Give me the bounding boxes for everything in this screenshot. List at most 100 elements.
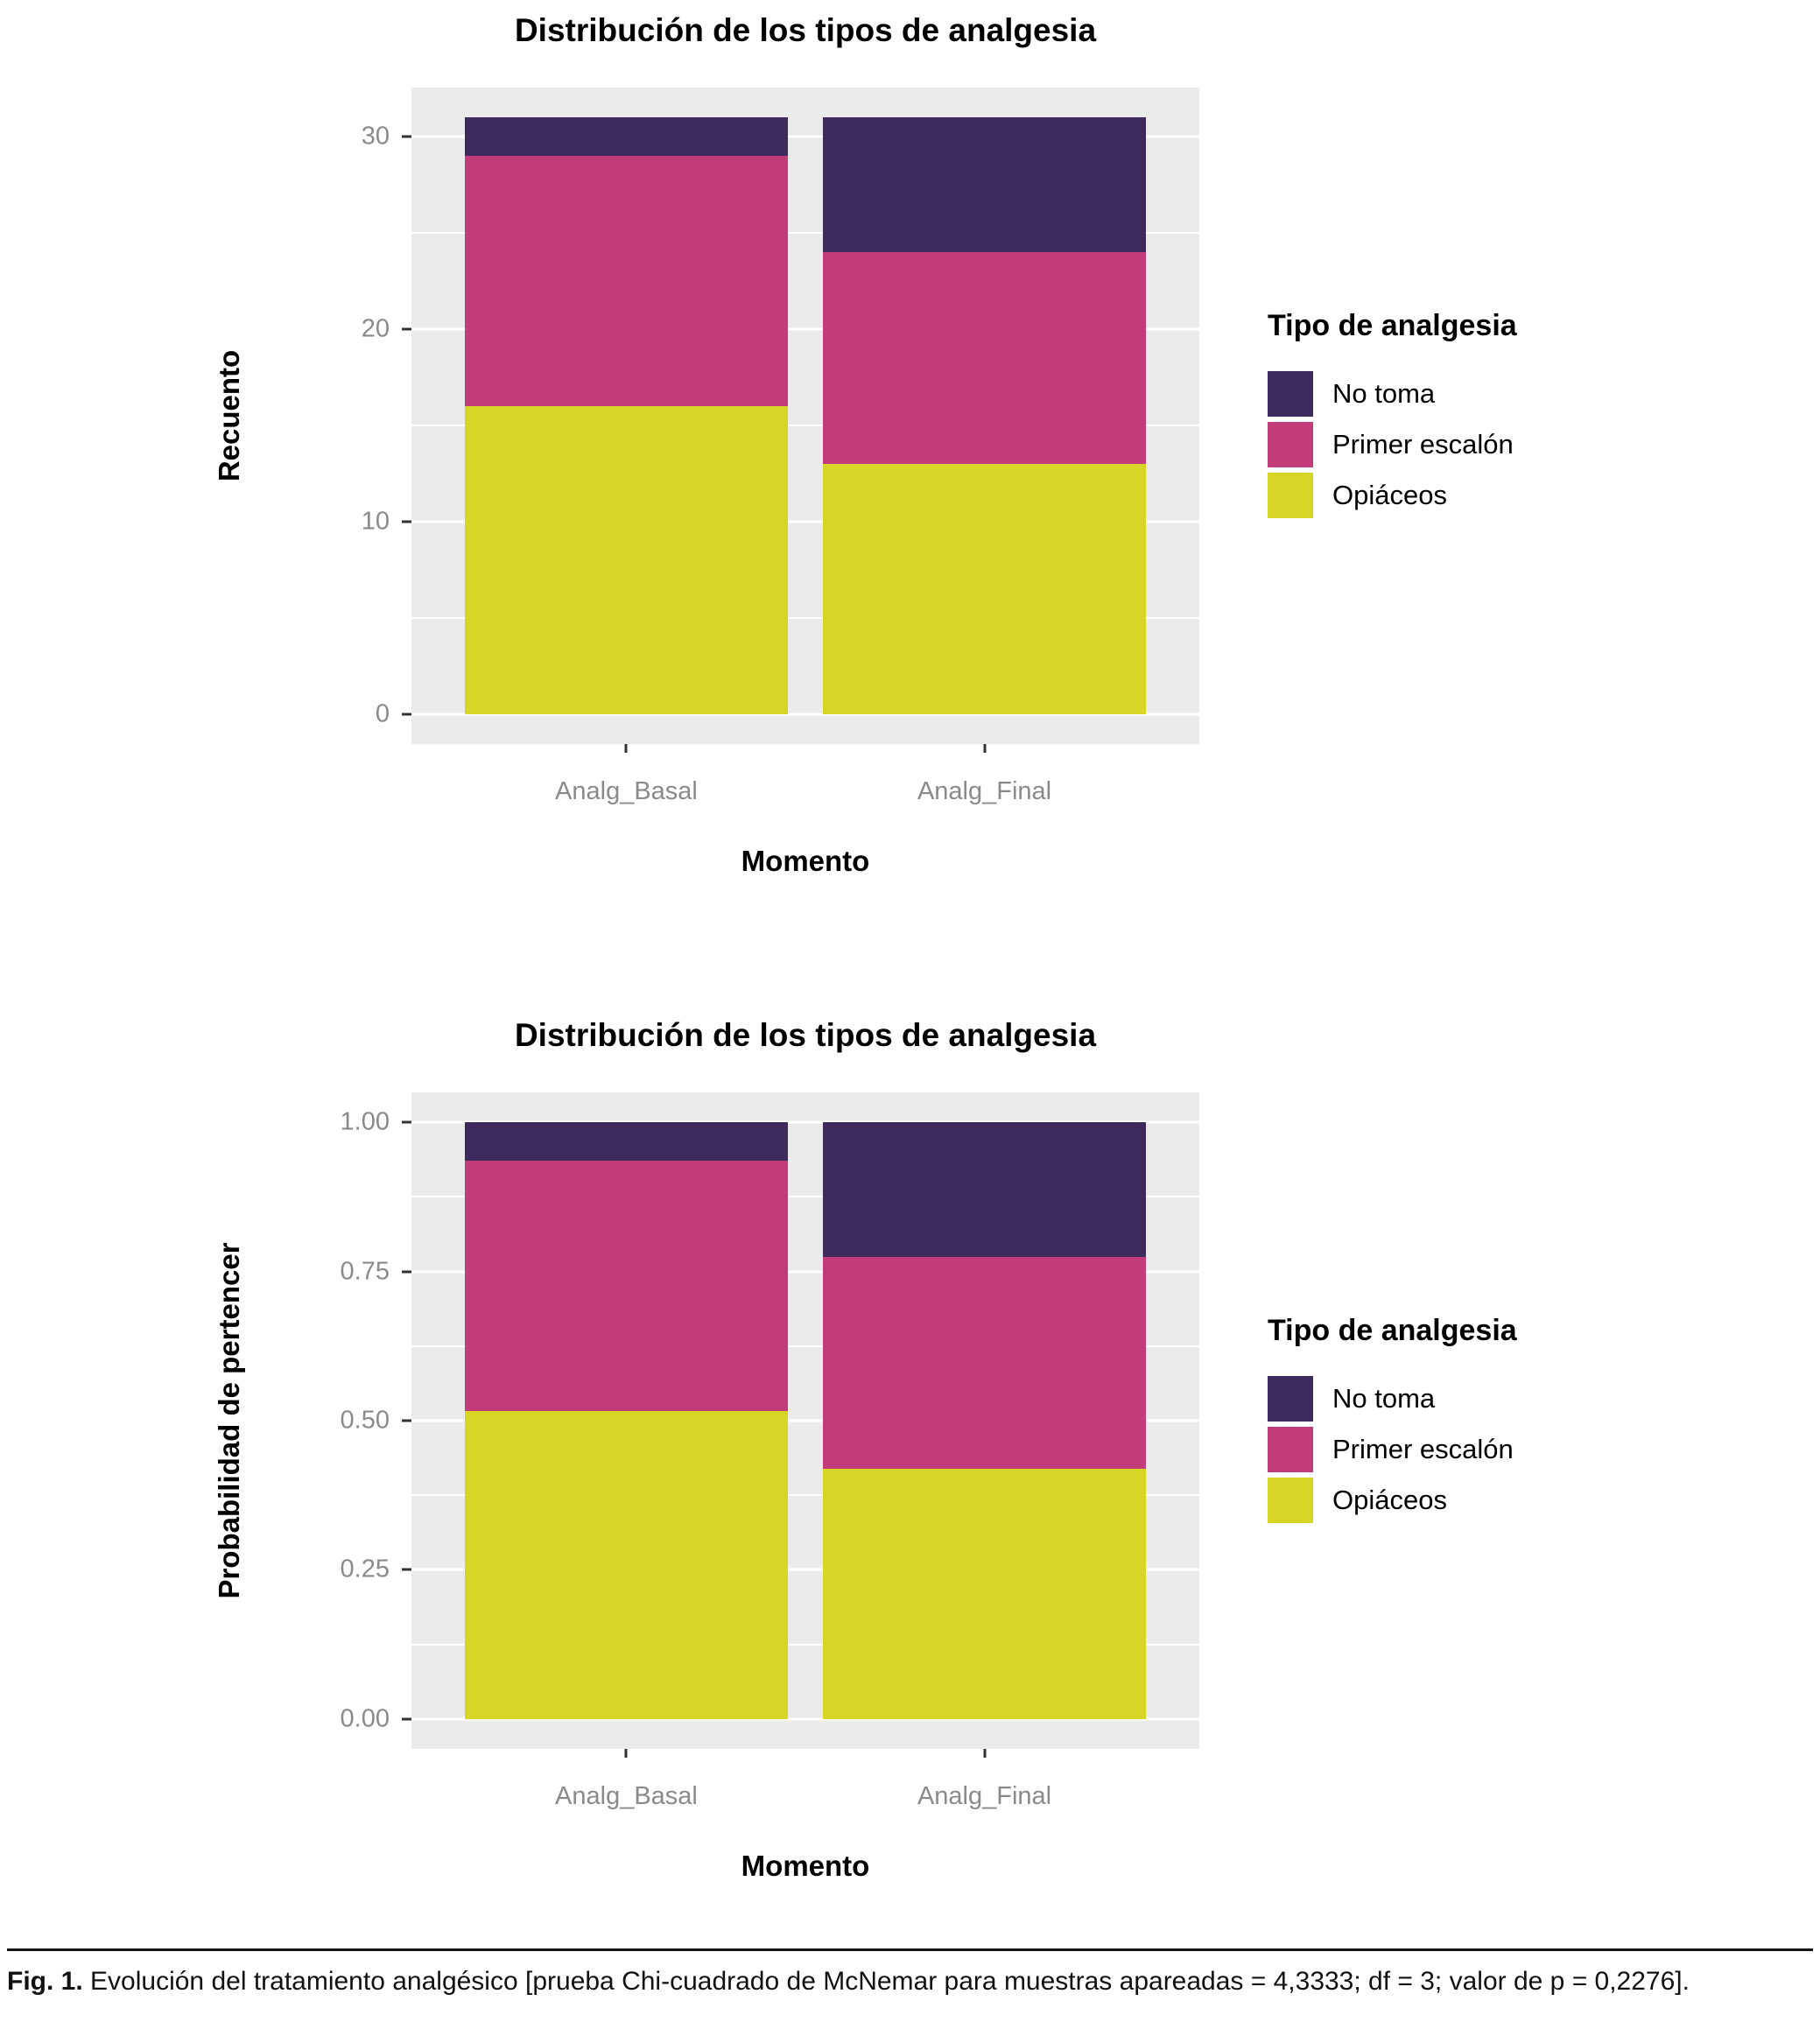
y-tick-label: 20 xyxy=(361,314,390,343)
legend-item-label: Opiáceos xyxy=(1332,479,1447,510)
legend-title: Tipo de analgesia xyxy=(1268,308,1517,342)
x-tick-mark xyxy=(624,744,628,753)
legend-item-label: Primer escalón xyxy=(1332,1433,1514,1464)
legend-key-swatch xyxy=(1268,1375,1313,1422)
y-axis-title: Probabilidad de pertencer xyxy=(213,1242,245,1599)
legend-key-swatch xyxy=(1268,370,1313,417)
legend-item-label: Opiáceos xyxy=(1332,1484,1447,1515)
legend-item-label: No toma xyxy=(1332,1382,1436,1414)
bar-segment-primer-escalon xyxy=(823,1257,1146,1470)
x-axis-title: Momento xyxy=(741,1850,870,1882)
y-tick-label: 1.00 xyxy=(340,1107,390,1136)
chart-title: Distribución de los tipos de analgesia xyxy=(514,12,1097,48)
bar-segment-opiaceos xyxy=(823,464,1146,714)
x-tick-mark xyxy=(624,1749,628,1758)
legend-key-swatch xyxy=(1268,421,1313,467)
y-tick-label: 0 xyxy=(375,699,390,728)
y-tick-label: 0.50 xyxy=(340,1406,390,1435)
x-tick-label: Analg_Basal xyxy=(555,777,698,805)
bar-segment-primer-escalon xyxy=(823,252,1146,464)
y-axis-title: Recuento xyxy=(213,349,245,482)
legend: Tipo de analgesia No toma Primer escalón O… xyxy=(1268,88,1688,744)
major-gridline xyxy=(411,1717,1199,1721)
y-tick-mark xyxy=(402,1270,411,1274)
bar-segment-primer-escalon xyxy=(465,1161,788,1412)
minor-gridline xyxy=(411,425,1199,426)
y-tick-mark xyxy=(402,135,411,138)
bar-segment-no-toma xyxy=(823,117,1146,253)
y-tick-label: 0.00 xyxy=(340,1704,390,1733)
legend-items: No toma Primer escalón Opiáceos xyxy=(1268,366,1688,523)
legend-item-opiaceos: Opiáceos xyxy=(1268,472,1688,518)
legend-item-primer-escalon: Primer escalón xyxy=(1268,1426,1688,1472)
legend-item-label: Primer escalón xyxy=(1332,428,1514,460)
count-chart: Distribución de los tipos de analgesia R… xyxy=(0,0,1820,941)
minor-gridline xyxy=(411,1344,1199,1347)
minor-gridline xyxy=(411,1494,1199,1497)
legend-title: Tipo de analgesia xyxy=(1268,1313,1517,1347)
legend: Tipo de analgesia No toma Primer escalón O… xyxy=(1268,1092,1688,1749)
bar-segment-opiaceos xyxy=(465,406,788,714)
y-tick-mark xyxy=(402,1717,411,1721)
x-tick-label: Analg_Final xyxy=(917,777,1052,805)
minor-gridline xyxy=(411,1196,1199,1198)
legend-key-swatch xyxy=(1268,1477,1313,1523)
proportion-chart: Distribución de los tipos de analgesia P… xyxy=(0,1005,1820,1946)
bar-segment-primer-escalon xyxy=(465,156,788,407)
legend-item-no-toma: No toma xyxy=(1268,370,1688,417)
chart-title: Distribución de los tipos de analgesia xyxy=(514,1017,1097,1053)
y-tick-label: 10 xyxy=(361,507,390,536)
bar-segment-opiaceos xyxy=(465,1411,788,1719)
legend-key-swatch xyxy=(1268,1426,1313,1472)
major-gridline xyxy=(411,327,1199,331)
major-gridline xyxy=(411,135,1199,138)
major-gridline xyxy=(411,1120,1199,1124)
legend-item-primer-escalon: Primer escalón xyxy=(1268,421,1688,467)
bar-segment-no-toma xyxy=(465,1122,788,1162)
caption-block: Fig. 1. Evolución del tratamiento analgé… xyxy=(7,1948,1813,1999)
y-tick-mark xyxy=(402,327,411,331)
legend-key-swatch xyxy=(1268,472,1313,518)
figure-caption: Fig. 1. Evolución del tratamiento analgé… xyxy=(7,1963,1813,1999)
y-axis-tick-marks xyxy=(398,88,411,744)
y-axis-tick-labels: 0 10 20 30 xyxy=(245,88,390,744)
minor-gridline xyxy=(411,232,1199,235)
bar-segment-no-toma xyxy=(465,117,788,157)
y-tick-mark xyxy=(402,1568,411,1571)
minor-gridline xyxy=(411,1643,1199,1646)
y-axis-tick-marks xyxy=(398,1092,411,1749)
x-axis-title: Momento xyxy=(741,845,870,877)
y-tick-mark xyxy=(402,1419,411,1422)
x-tick-mark xyxy=(983,744,987,753)
y-tick-mark xyxy=(402,520,411,523)
y-tick-mark xyxy=(402,713,411,716)
major-gridline xyxy=(411,520,1199,523)
major-gridline xyxy=(411,1419,1199,1422)
legend-item-opiaceos: Opiáceos xyxy=(1268,1477,1688,1523)
plot-panel xyxy=(411,1092,1199,1749)
major-gridline xyxy=(411,713,1199,716)
x-tick-label: Analg_Final xyxy=(917,1782,1052,1810)
figure-caption-label: Fig. 1. xyxy=(7,1967,83,1996)
major-gridline xyxy=(411,1270,1199,1274)
y-tick-label: 0.25 xyxy=(340,1555,390,1583)
legend-item-label: No toma xyxy=(1332,377,1436,409)
minor-gridline xyxy=(411,616,1199,619)
plot-panel xyxy=(411,88,1199,744)
legend-item-no-toma: No toma xyxy=(1268,1375,1688,1422)
legend-items: No toma Primer escalón Opiáceos xyxy=(1268,1371,1688,1528)
x-axis-tick-labels: Analg_Basal Analg_Final xyxy=(411,779,1199,811)
x-axis-tick-marks xyxy=(411,1749,1199,1761)
major-gridline xyxy=(411,1568,1199,1571)
x-axis-tick-marks xyxy=(411,744,1199,756)
y-tick-label: 30 xyxy=(361,122,390,151)
y-tick-mark xyxy=(402,1120,411,1124)
y-axis-tick-labels: 0.00 0.25 0.50 0.75 1.00 xyxy=(245,1092,390,1749)
x-tick-label: Analg_Basal xyxy=(555,1782,698,1810)
x-tick-mark xyxy=(983,1749,987,1758)
bar-segment-opiaceos xyxy=(823,1469,1146,1719)
figure-caption-text: Evolución del tratamiento analgésico [pr… xyxy=(90,1967,1690,1996)
bar-segment-no-toma xyxy=(823,1122,1146,1258)
y-tick-label: 0.75 xyxy=(340,1257,390,1286)
